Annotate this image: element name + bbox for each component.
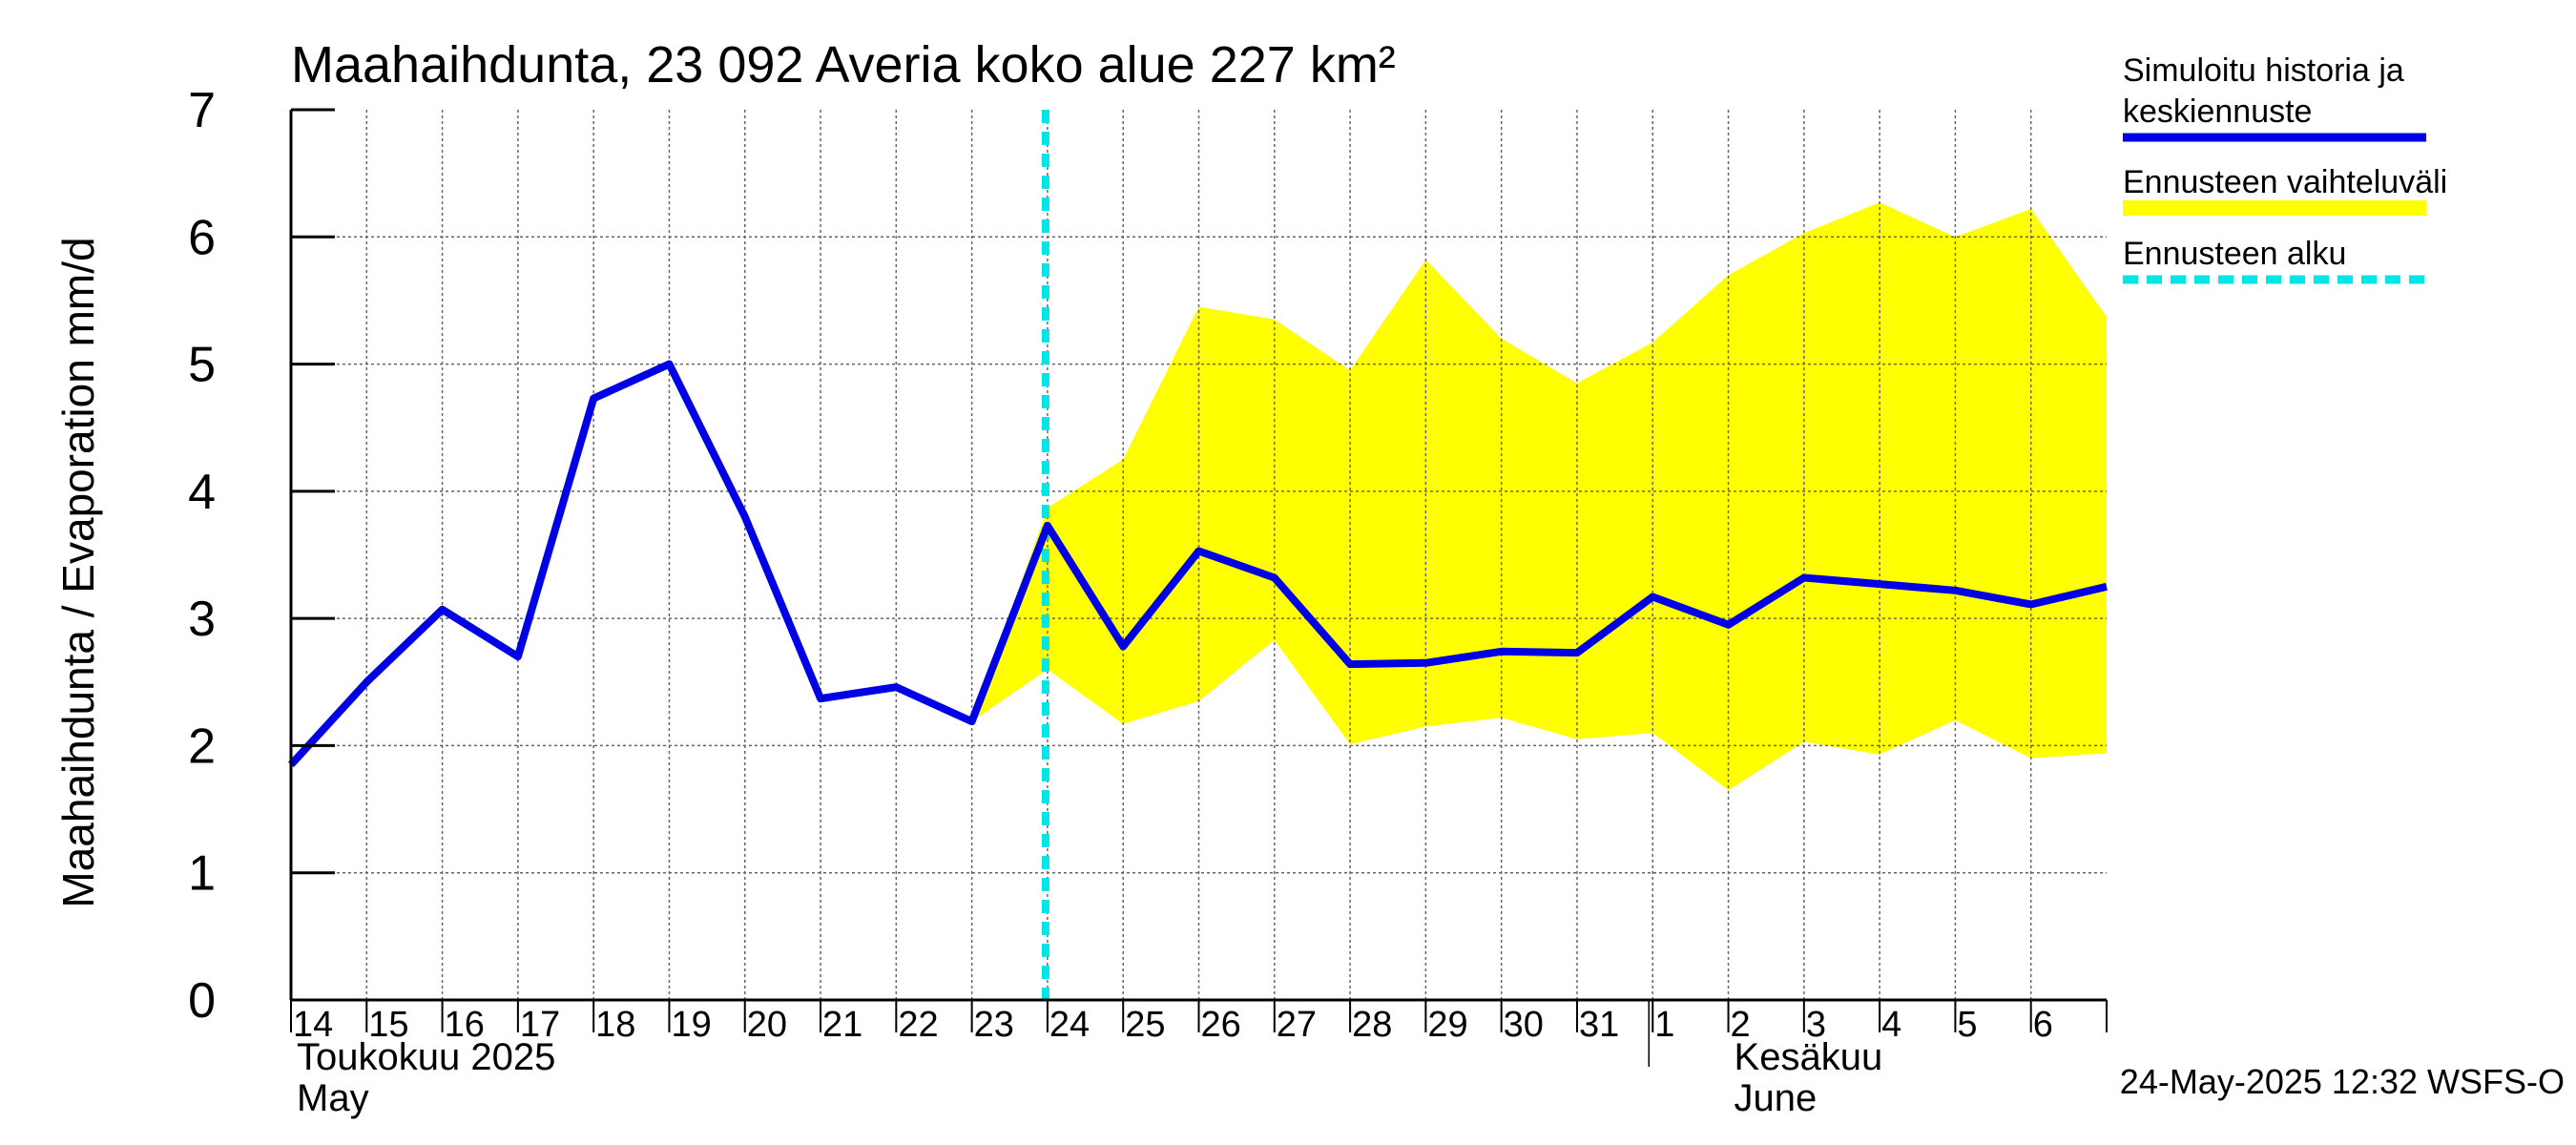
y-tick-label: 7 <box>188 83 216 138</box>
x-tick-label: 27 <box>1277 1005 1317 1045</box>
x-tick-label: 22 <box>898 1005 938 1045</box>
x-tick-label: 25 <box>1125 1005 1165 1045</box>
y-tick-label: 3 <box>188 592 216 647</box>
x-tick-label: 31 <box>1579 1005 1619 1045</box>
x-tick-label: 20 <box>747 1005 787 1045</box>
x-tick-label: 29 <box>1427 1005 1467 1045</box>
x-tick-label: 18 <box>595 1005 635 1045</box>
timestamp: 24-May-2025 12:32 WSFS-O <box>2120 1062 2565 1101</box>
x-tick-label: 21 <box>822 1005 862 1045</box>
legend-label: Ennusteen vaihteluväli <box>2123 164 2447 200</box>
y-tick-label: 0 <box>188 973 216 1029</box>
forecast-range-band-layer <box>971 202 2107 791</box>
forecast-range-band <box>971 202 2107 791</box>
y-axis-label: Maahaihdunta / Evaporation mm/d <box>53 237 103 907</box>
y-tick-label: 6 <box>188 210 216 265</box>
x-tick-label: 28 <box>1352 1005 1392 1045</box>
legend-label-line2: keskiennuste <box>2123 94 2312 130</box>
x-tick-label: 30 <box>1504 1005 1544 1045</box>
month-label-english: May <box>297 1077 369 1119</box>
x-tick-label: 1 <box>1654 1005 1674 1045</box>
grid-layer <box>291 110 2107 1000</box>
x-tick-label: 26 <box>1201 1005 1241 1045</box>
legend: Simuloitu historia ja keskiennuste Ennuste… <box>2123 52 2447 284</box>
legend-swatch-band <box>2123 200 2426 216</box>
x-tick-label: 14 <box>293 1005 333 1045</box>
y-tick-labels: 0 1 2 3 4 5 6 7 <box>188 83 216 1029</box>
month-label-english: June <box>1735 1077 1818 1119</box>
y-tick-label: 5 <box>188 338 216 393</box>
x-tick-label: 19 <box>671 1005 711 1045</box>
x-tick-label: 24 <box>1049 1005 1090 1045</box>
axes-layer <box>289 108 2108 1067</box>
x-tick-label: 5 <box>1957 1005 1977 1045</box>
chart-title: Maahaihdunta, 23 092 Averia koko alue 22… <box>291 36 1396 94</box>
x-tick-label: 15 <box>368 1005 408 1045</box>
month-label: Toukokuu 2025 <box>297 1036 555 1078</box>
x-tick-label: 4 <box>1881 1005 1901 1045</box>
x-tick-labels: 14 15 16 17 18 19 20 21 22 23 24 25 26 27 28 29 30 31 1 2 3 4… <box>293 1005 2053 1045</box>
x-tick-label: 6 <box>2033 1005 2053 1045</box>
legend-label: Simuloitu historia ja <box>2123 52 2404 89</box>
y-tick-label: 1 <box>188 846 216 902</box>
y-tick-label: 4 <box>188 465 216 520</box>
series-layer <box>288 360 2108 768</box>
x-tick-label: 16 <box>445 1005 485 1045</box>
x-tick-label: 17 <box>520 1005 560 1045</box>
x-tick-label: 23 <box>974 1005 1014 1045</box>
legend-label: Ennusteen alku <box>2123 236 2346 272</box>
y-tick-label: 2 <box>188 718 216 774</box>
x-tick-label: 2 <box>1731 1005 1751 1045</box>
x-tick-label: 3 <box>1806 1005 1826 1045</box>
month-label: Kesäkuu <box>1735 1036 1883 1078</box>
